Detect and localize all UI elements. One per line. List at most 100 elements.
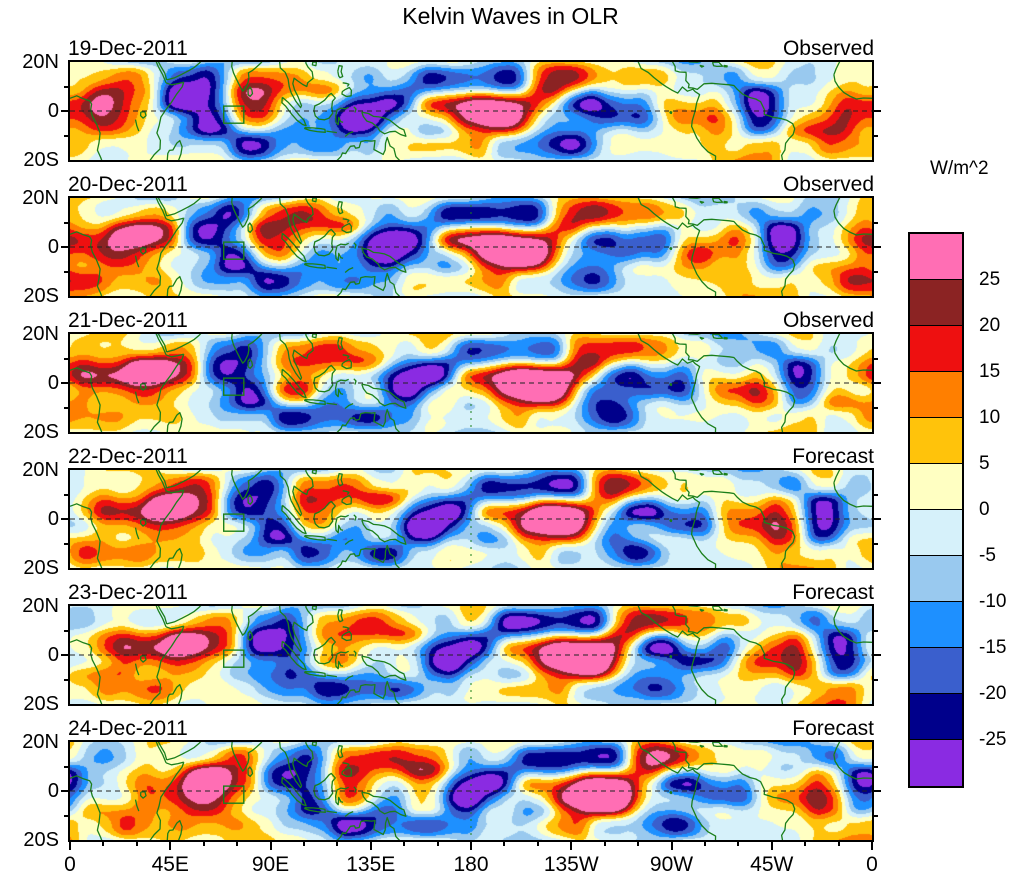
lat-tick-mark: [61, 654, 68, 656]
lon-tick-mark: [603, 842, 606, 846]
colorbar-tick-label: -5: [979, 545, 996, 566]
lon-tick-mark: [470, 842, 472, 850]
colorbar-tick-label: 15: [979, 361, 1001, 382]
lon-tick-label: 90E: [251, 853, 290, 876]
panel-header: 23-Dec-2011 Forecast: [68, 579, 874, 604]
colorbar-cell: [910, 648, 962, 694]
lon-tick-label: 0: [866, 853, 878, 876]
lon-tick-mark: [871, 842, 873, 850]
colorbar-cell: [910, 740, 962, 786]
panel-date-label: 20-Dec-2011: [68, 173, 188, 196]
colorbar-cell: [910, 372, 962, 418]
panel-header: 22-Dec-2011 Forecast: [68, 443, 874, 468]
panel-date-label: 23-Dec-2011: [68, 581, 188, 604]
colorbar-area: W/m^2 25 20 15 10 5 0 -5 -10 -15 -20 -25: [905, 150, 1021, 810]
panel-header: 21-Dec-2011 Observed: [68, 307, 874, 332]
lat-tick-label: 0: [47, 780, 59, 802]
colorbar-cell: [910, 510, 962, 556]
lon-tick-mark: [536, 842, 539, 846]
longitude-axis: 0 45E 90E 135E 180 135W 90W 45W 0: [64, 842, 878, 884]
lat-tick-mark: [874, 382, 881, 384]
map-overlay-svg: [70, 62, 872, 160]
lat-tick-label: 0: [47, 508, 59, 530]
colorbar: [908, 232, 964, 788]
colorbar-cell: [910, 556, 962, 602]
lon-tick-mark: [135, 842, 138, 846]
lat-tick-label: 20N: [22, 731, 59, 753]
colorbar-cell: [910, 418, 962, 464]
lat-tick-mark: [61, 790, 68, 792]
lat-tick-label: 20S: [23, 149, 59, 171]
coastlines-path: [70, 198, 872, 296]
coastlines-path: [70, 62, 872, 160]
lat-tick-label: 20N: [22, 459, 59, 481]
lat-tick-mark: [61, 110, 68, 112]
panel-date-label: 24-Dec-2011: [68, 717, 188, 740]
panel-type-label: Observed: [782, 309, 874, 332]
map-panel: 19-Dec-2011 Observed 20N 0 20S: [0, 34, 1021, 170]
lat-tick-label: 0: [47, 236, 59, 258]
lat-tick-mark: [64, 270, 68, 273]
lon-tick-mark: [236, 842, 239, 846]
lat-tick-mark: [64, 406, 68, 409]
lat-tick-mark: [874, 357, 878, 360]
lon-tick-mark: [570, 842, 573, 850]
panels-container: 19-Dec-2011 Observed 20N 0 20S 20-Dec-20…: [0, 34, 1021, 850]
colorbar-tick-label: 0: [979, 499, 990, 520]
lat-tick-mark: [64, 493, 68, 496]
region-box: [222, 785, 245, 804]
lat-tick-label: 20S: [23, 421, 59, 443]
region-box: [222, 241, 245, 260]
lat-tick-label: 20S: [23, 557, 59, 579]
colorbar-cell: [910, 464, 962, 510]
colorbar-tick-label: 10: [979, 407, 1001, 428]
map-panel: 24-Dec-2011 Forecast 20N 0 20S: [0, 714, 1021, 850]
colorbar-cell: [910, 234, 962, 280]
lat-tick-mark: [64, 357, 68, 360]
lon-tick-label: 45W: [750, 853, 794, 876]
map-panel: 21-Dec-2011 Observed 20N 0 20S: [0, 306, 1021, 442]
colorbar-tick-label: -20: [979, 683, 1007, 704]
coastlines-path: [70, 742, 872, 840]
lat-tick-mark: [874, 246, 881, 248]
lon-tick-mark: [202, 842, 205, 846]
lat-tick-mark: [874, 85, 878, 88]
colorbar-cell: [910, 694, 962, 740]
plot-box: 20N 0 20S: [22, 52, 881, 170]
lat-tick-mark: [874, 678, 878, 681]
region-box: [222, 105, 245, 124]
lat-tick-label: 20N: [22, 187, 59, 209]
lat-tick-mark: [61, 382, 68, 384]
coastlines-path: [70, 470, 872, 568]
colorbar-tick-label: 20: [979, 315, 1001, 336]
lon-tick-mark: [637, 842, 640, 846]
panel-type-label: Forecast: [792, 445, 874, 468]
lat-tick-mark: [874, 493, 878, 496]
panel-type-label: Observed: [782, 37, 874, 60]
region-box: [222, 649, 245, 668]
map-panel: 23-Dec-2011 Forecast 20N 0 20S: [0, 578, 1021, 714]
lat-tick-mark: [874, 406, 878, 409]
lon-tick-mark: [837, 842, 840, 846]
lon-tick-label: 180: [453, 853, 489, 876]
lat-tick-mark: [64, 678, 68, 681]
map-overlay-svg: [70, 470, 872, 568]
map-overlay-svg: [70, 198, 872, 296]
colorbar-tick-label: -10: [979, 591, 1007, 612]
panel-date-label: 19-Dec-2011: [68, 37, 188, 60]
lon-tick-mark: [770, 842, 773, 850]
lat-tick-mark: [874, 270, 878, 273]
lat-tick-mark: [64, 542, 68, 545]
lon-tick-mark: [69, 842, 71, 850]
colorbar-cell: [910, 326, 962, 372]
colorbar-cell: [910, 602, 962, 648]
lon-tick-label: 0: [64, 853, 76, 876]
lon-tick-mark: [737, 842, 740, 846]
region-box: [222, 377, 245, 396]
colorbar-tick-label: 5: [979, 453, 990, 474]
lat-tick-mark: [874, 790, 881, 792]
coastlines-path: [70, 334, 872, 432]
map-overlay-svg: [70, 742, 872, 840]
panel-header: 20-Dec-2011 Observed: [68, 171, 874, 196]
